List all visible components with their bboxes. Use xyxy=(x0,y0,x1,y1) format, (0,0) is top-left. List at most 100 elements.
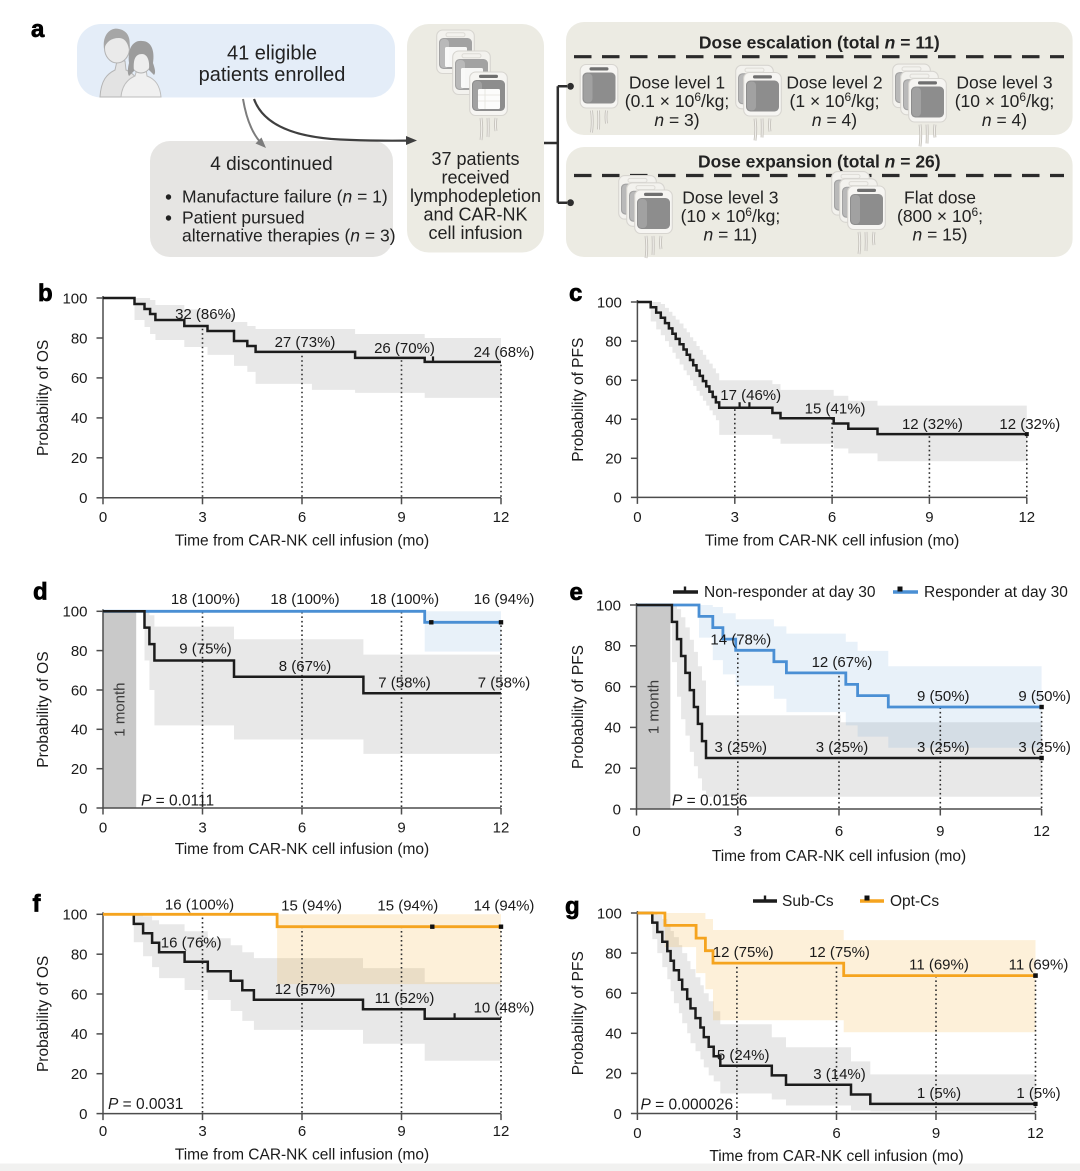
svg-text:Dose level 2: Dose level 2 xyxy=(786,73,882,93)
svg-text:P = 0.0031: P = 0.0031 xyxy=(108,1096,183,1113)
svg-text:12: 12 xyxy=(1033,823,1050,840)
svg-text:10 (48%): 10 (48%) xyxy=(474,1000,535,1017)
svg-text:9: 9 xyxy=(397,1123,405,1140)
svg-text:11 (52%): 11 (52%) xyxy=(375,990,435,1007)
svg-text:n = 3): n = 3) xyxy=(654,110,699,130)
svg-text:1 (5%): 1 (5%) xyxy=(1016,1085,1060,1102)
svg-text:60: 60 xyxy=(605,986,622,1003)
svg-text:Time from CAR-NK cell infusion: Time from CAR-NK cell infusion (mo) xyxy=(175,1147,429,1164)
svg-text:3 (25%): 3 (25%) xyxy=(1018,739,1071,756)
svg-text:80: 80 xyxy=(71,330,88,347)
svg-text:Probability of OS: Probability of OS xyxy=(35,956,52,1072)
svg-text:1 (5%): 1 (5%) xyxy=(917,1085,961,1102)
svg-text:0: 0 xyxy=(614,1106,622,1123)
svg-text:80: 80 xyxy=(71,643,88,660)
svg-text:20: 20 xyxy=(71,1066,88,1083)
svg-text:20: 20 xyxy=(71,761,88,778)
svg-text:40: 40 xyxy=(605,1026,622,1043)
svg-text:0: 0 xyxy=(633,1125,641,1142)
svg-text:1 month: 1 month xyxy=(645,680,662,734)
svg-text:alternative therapies (n = 3): alternative therapies (n = 3) xyxy=(182,226,396,246)
svg-text:15 (94%): 15 (94%) xyxy=(281,897,342,914)
svg-text:Dose expansion (total n = 26): Dose expansion (total n = 26) xyxy=(698,152,941,172)
svg-text:3: 3 xyxy=(733,1125,741,1142)
svg-text:12: 12 xyxy=(1018,509,1035,526)
svg-text:6: 6 xyxy=(832,1125,840,1142)
svg-text:3 (25%): 3 (25%) xyxy=(917,739,970,756)
svg-text:41 eligible: 41 eligible xyxy=(227,43,317,65)
svg-text:12 (32%): 12 (32%) xyxy=(902,416,963,433)
svg-text:14 (94%): 14 (94%) xyxy=(474,897,535,914)
svg-text:n = 11): n = 11) xyxy=(704,225,758,245)
svg-text:Time from CAR-NK cell infusion: Time from CAR-NK cell infusion (mo) xyxy=(705,533,959,550)
svg-text:37 patients: 37 patients xyxy=(431,149,519,169)
svg-text:0: 0 xyxy=(79,490,87,507)
svg-text:20: 20 xyxy=(605,451,622,468)
svg-text:18 (100%): 18 (100%) xyxy=(171,591,240,608)
svg-text:Time from CAR-NK cell infusion: Time from CAR-NK cell infusion (mo) xyxy=(175,533,429,550)
svg-text:d: d xyxy=(33,579,48,606)
svg-text:Probability of OS: Probability of OS xyxy=(35,651,52,767)
svg-text:g: g xyxy=(565,893,580,920)
svg-text:40: 40 xyxy=(71,1026,88,1043)
svg-text:20: 20 xyxy=(71,450,88,467)
svg-text:100: 100 xyxy=(62,290,87,307)
svg-text:16 (100%): 16 (100%) xyxy=(165,897,234,914)
svg-text:12 (32%): 12 (32%) xyxy=(999,416,1060,433)
svg-text:9 (75%): 9 (75%) xyxy=(179,641,232,658)
svg-text:0: 0 xyxy=(99,1123,107,1140)
svg-text:4 discontinued: 4 discontinued xyxy=(210,154,333,175)
svg-text:40: 40 xyxy=(604,720,621,737)
svg-text:12 (57%): 12 (57%) xyxy=(275,981,336,998)
svg-text:100: 100 xyxy=(597,294,622,311)
svg-text:Time from CAR-NK cell infusion: Time from CAR-NK cell infusion (mo) xyxy=(175,841,429,858)
svg-text:7 (58%): 7 (58%) xyxy=(378,674,431,691)
svg-text:(10 × 106/kg;: (10 × 106/kg; xyxy=(681,205,781,226)
svg-text:n = 4): n = 4) xyxy=(982,110,1027,130)
svg-text:80: 80 xyxy=(605,333,622,350)
svg-text:0: 0 xyxy=(99,820,107,837)
svg-text:received: received xyxy=(441,168,509,188)
svg-text:1 month: 1 month xyxy=(112,682,129,736)
svg-text:c: c xyxy=(569,280,582,307)
svg-text:60: 60 xyxy=(604,679,621,696)
svg-text:40: 40 xyxy=(71,722,88,739)
svg-text:12: 12 xyxy=(493,820,510,837)
svg-text:(800 × 106;: (800 × 106; xyxy=(897,205,983,226)
svg-text:80: 80 xyxy=(71,947,88,964)
svg-text:0: 0 xyxy=(613,801,621,818)
svg-text:Time from CAR-NK cell infusion: Time from CAR-NK cell infusion (mo) xyxy=(709,1148,963,1165)
svg-text:Patient pursued: Patient pursued xyxy=(182,208,305,228)
svg-text:14 (78%): 14 (78%) xyxy=(710,631,771,648)
svg-text:cell infusion: cell infusion xyxy=(428,223,522,243)
svg-text:Dose level 1: Dose level 1 xyxy=(629,73,725,93)
svg-text:3 (25%): 3 (25%) xyxy=(715,739,768,756)
svg-text:Probability of PFS: Probability of PFS xyxy=(570,951,587,1075)
svg-text:20: 20 xyxy=(604,761,621,778)
svg-text:6: 6 xyxy=(835,823,843,840)
svg-text:(10 × 106/kg;: (10 × 106/kg; xyxy=(955,90,1055,111)
svg-text:Probability of PFS: Probability of PFS xyxy=(570,338,587,462)
svg-text:and CAR-NK: and CAR-NK xyxy=(423,205,527,225)
svg-text:60: 60 xyxy=(71,682,88,699)
svg-text:3: 3 xyxy=(198,509,206,526)
svg-text:(0.1 × 106/kg;: (0.1 × 106/kg; xyxy=(625,90,729,111)
svg-text:3: 3 xyxy=(198,820,206,837)
svg-text:P = 0.000026: P = 0.000026 xyxy=(641,1097,734,1114)
svg-text:11 (69%): 11 (69%) xyxy=(1009,957,1069,974)
svg-text:9: 9 xyxy=(397,509,405,526)
svg-text:3: 3 xyxy=(198,1123,206,1140)
svg-text:32 (86%): 32 (86%) xyxy=(175,306,236,323)
svg-text:6: 6 xyxy=(298,1123,306,1140)
svg-text:e: e xyxy=(570,579,583,606)
svg-text:3 (14%): 3 (14%) xyxy=(813,1066,866,1083)
svg-text:40: 40 xyxy=(605,412,622,429)
svg-text:12 (75%): 12 (75%) xyxy=(713,944,774,961)
svg-text:15 (41%): 15 (41%) xyxy=(805,400,866,417)
svg-text:9 (50%): 9 (50%) xyxy=(917,688,970,705)
svg-text:9: 9 xyxy=(397,820,405,837)
svg-text:6: 6 xyxy=(298,509,306,526)
svg-text:20: 20 xyxy=(605,1066,622,1083)
svg-text:lymphodepletion: lymphodepletion xyxy=(410,186,541,206)
svg-text:3 (25%): 3 (25%) xyxy=(816,739,869,756)
